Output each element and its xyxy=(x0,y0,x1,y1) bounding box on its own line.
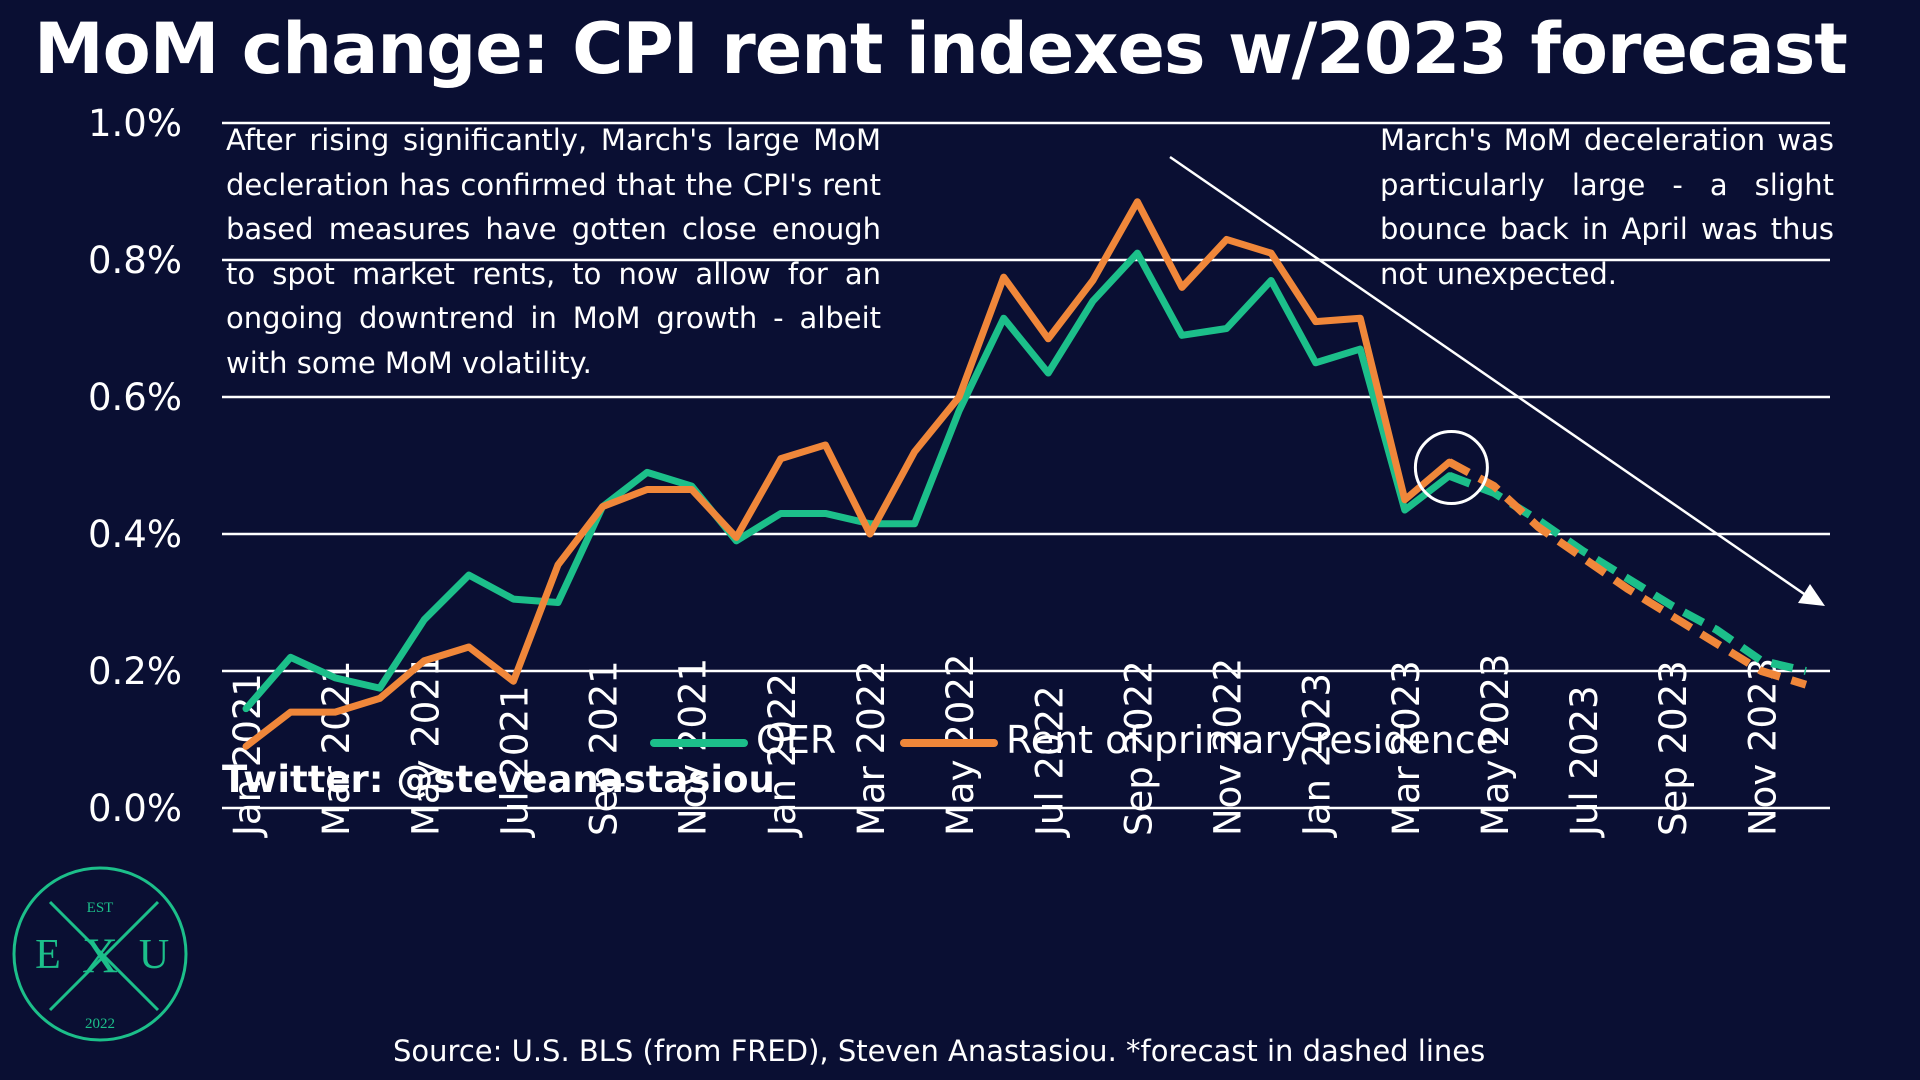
logo-est: EST xyxy=(87,900,114,916)
logo-letter-x: X xyxy=(82,927,118,983)
x-tick-label: Mar 2023 xyxy=(1385,660,1428,836)
x-tick-label: Sep 2023 xyxy=(1652,660,1695,836)
series-oer-actual xyxy=(242,249,1453,713)
y-tick-label: 1.0% xyxy=(88,102,182,145)
twitter-handle: Twitter: @steveanastasiou xyxy=(222,758,775,801)
x-tick-label: Jul 2022 xyxy=(1028,685,1071,838)
logo-ring xyxy=(12,866,188,1042)
source-note: Source: U.S. BLS (from FRED), Steven Ana… xyxy=(393,1034,1486,1068)
annotation-right: March's MoM deceleration was particularl… xyxy=(1380,123,1834,291)
x-tick-label: Mar 2022 xyxy=(850,660,893,836)
y-tick-label: 0.0% xyxy=(88,787,182,830)
x-tick-label: Sep 2022 xyxy=(1117,660,1160,836)
chart-title: MoM change: CPI rent indexes w/2023 fore… xyxy=(34,8,1848,90)
y-tick-label: 0.6% xyxy=(88,376,182,419)
x-tick-label: Jan 2022 xyxy=(761,673,804,838)
x-tick-label: May 2021 xyxy=(404,654,447,836)
series-rent-actual xyxy=(242,198,1453,750)
y-tick-label: 0.4% xyxy=(88,513,182,556)
y-tick-label: 0.8% xyxy=(88,239,182,282)
x-tick-label: Nov 2023 xyxy=(1741,658,1784,836)
legend-swatch-oer xyxy=(650,739,748,747)
x-tick-label: May 2023 xyxy=(1474,654,1517,836)
logo-letter-e: E xyxy=(35,932,61,978)
legend-label-oer: OER xyxy=(756,718,837,762)
legend-swatch-rent xyxy=(900,739,998,747)
exu-logo: EST E X U 2022 xyxy=(12,866,188,1042)
legend-label-rent: Rent of primary residence xyxy=(1006,718,1500,762)
series-oer-forecast xyxy=(1447,472,1807,675)
x-tick-label: Jul 2023 xyxy=(1563,685,1606,838)
annotation-left: After rising significantly, March's larg… xyxy=(226,123,881,380)
logo-stroke-b xyxy=(48,900,160,1012)
logo-letter-u: U xyxy=(139,932,169,978)
x-tick-label: Jan 2023 xyxy=(1296,673,1339,838)
highlight-circle xyxy=(1413,430,1489,505)
x-tick-label: Jan 2021 xyxy=(226,673,269,838)
trend-arrow-head xyxy=(1798,584,1825,606)
x-tick-label: Mar 2021 xyxy=(315,660,358,836)
y-tick-label: 0.2% xyxy=(88,650,182,693)
trend-arrow-line xyxy=(1169,155,1811,600)
x-tick-label: Nov 2022 xyxy=(1207,658,1250,836)
x-tick-label: Sep 2021 xyxy=(583,660,626,836)
x-tick-label: Jul 2021 xyxy=(493,685,536,838)
logo-year: 2022 xyxy=(85,1016,115,1032)
